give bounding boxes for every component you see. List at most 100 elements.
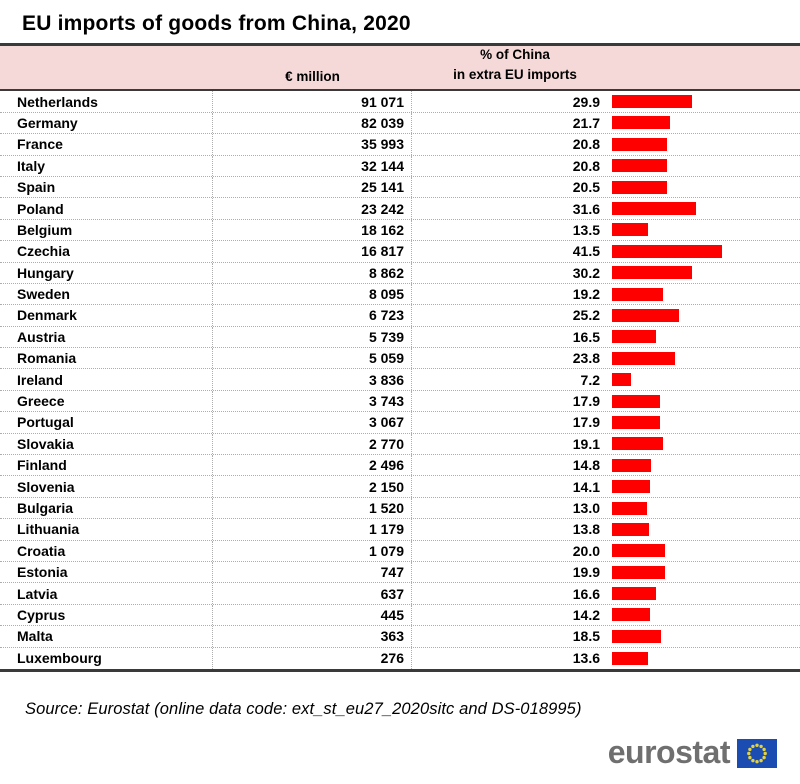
table-row: Belgium 18 162 13.5 [0,219,800,242]
country-cell: Malta [0,626,213,647]
pct-value-cell: 29.9 [572,93,600,110]
pct-bar [612,544,666,558]
country-cell: Spain [0,176,213,198]
pct-bar [612,330,656,344]
bar-cell [600,177,800,197]
million-value-cell: 3 836 [213,369,412,390]
bar-cell [600,91,800,111]
pct-bar [612,95,692,109]
million-value-cell: 25 141 [213,176,412,198]
table-row: Slovenia 2 150 14.1 [0,476,800,498]
pct-value-cell: 20.0 [572,542,600,559]
country-cell: France [0,134,213,155]
pct-bar [612,394,660,408]
table-row: Sweden 8 095 19.2 [0,283,800,306]
table-row: Latvia 637 16.6 [0,583,800,605]
pct-value-cell: 20.5 [572,179,600,196]
pct-value-cell: 17.9 [572,393,600,410]
pct-value-cell: 21.7 [572,114,600,131]
country-cell: Czechia [0,241,213,262]
table-row: Romania 5 059 23.8 [0,348,800,370]
pct-value-cell: 25.2 [572,307,600,324]
table-row: Finland 2 496 14.8 [0,455,800,477]
header-pct-label: % of China in extra EU imports [412,46,800,89]
country-cell: Romania [0,348,213,369]
pct-bar [612,137,668,151]
million-value-cell: 5 739 [213,326,412,348]
pct-bar [612,565,665,579]
table-row: Malta 363 18.5 [0,626,800,648]
country-cell: Denmark [0,305,213,326]
bar-cell [600,541,800,561]
table-row: Luxembourg 276 13.6 [0,647,800,669]
pct-value-cell: 18.5 [572,628,600,645]
million-value-cell: 3 067 [213,412,412,433]
country-cell: Greece [0,390,213,412]
pct-bar [612,480,650,494]
pct-value-cell: 20.8 [572,136,600,153]
million-value-cell: 8 095 [213,283,412,305]
country-cell: Slovenia [0,476,213,497]
bar-cell [600,327,800,347]
pct-bar [612,522,649,536]
country-cell: Ireland [0,369,213,390]
million-value-cell: 1 179 [213,519,412,540]
country-cell: Cyprus [0,604,213,626]
header-pct-line1: % of China [480,47,550,63]
pct-value-cell: 19.2 [572,286,600,303]
bar-cell [600,305,800,325]
country-cell: Latvia [0,583,213,604]
pct-value-cell: 23.8 [572,350,600,367]
country-cell: Portugal [0,412,213,433]
table-row: Greece 3 743 17.9 [0,390,800,413]
bar-cell [600,284,800,304]
pct-bar [612,351,676,365]
header-country-spacer [0,46,213,89]
pct-value-cell: 19.1 [572,435,600,452]
bar-cell [600,562,800,582]
bar-cell [600,583,800,603]
bar-cell [600,519,800,539]
pct-bar [612,244,723,258]
header-pct-line2: in extra EU imports [453,66,577,82]
table-header-row: € million % of China in extra EU imports [0,46,800,92]
bar-cell [600,476,800,496]
bar-cell [600,605,800,625]
country-cell: Poland [0,198,213,219]
million-value-cell: 637 [213,583,412,604]
header-million-label: € million [285,69,340,85]
million-value-cell: 6 723 [213,305,412,326]
pct-value-cell: 17.9 [572,414,600,431]
table-row: Spain 25 141 20.5 [0,176,800,199]
bar-cell [600,434,800,454]
pct-value-cell: 13.8 [572,521,600,538]
bar-cell [600,263,800,283]
country-cell: Austria [0,326,213,348]
table-row: Italy 32 144 20.8 [0,155,800,177]
pct-value-cell: 30.2 [572,264,600,281]
pct-value-cell: 14.2 [572,606,600,623]
pct-bar [612,287,664,301]
million-value-cell: 3 743 [213,390,412,412]
country-cell: Bulgaria [0,497,213,519]
country-cell: Croatia [0,540,213,561]
table-row: Cyprus 445 14.2 [0,604,800,627]
page-title: EU imports of goods from China, 2020 [22,12,411,35]
source-note: Source: Eurostat (online data code: ext_… [25,699,582,718]
pct-value-cell: 13.5 [572,221,600,238]
pct-value-cell: 13.0 [572,500,600,516]
pct-bar [612,180,667,194]
million-value-cell: 91 071 [213,91,412,112]
table-row: Czechia 16 817 41.5 [0,241,800,263]
country-cell: Sweden [0,283,213,305]
table-row: Austria 5 739 16.5 [0,326,800,349]
bar-cell [600,134,800,154]
bar-cell [600,156,800,176]
bar-cell [600,412,800,432]
pct-value-cell: 41.5 [572,243,600,260]
eu-flag-icon [737,738,777,768]
country-cell: Slovakia [0,433,213,455]
imports-table: € million % of China in extra EU imports… [0,43,800,672]
pct-bar [612,308,679,322]
